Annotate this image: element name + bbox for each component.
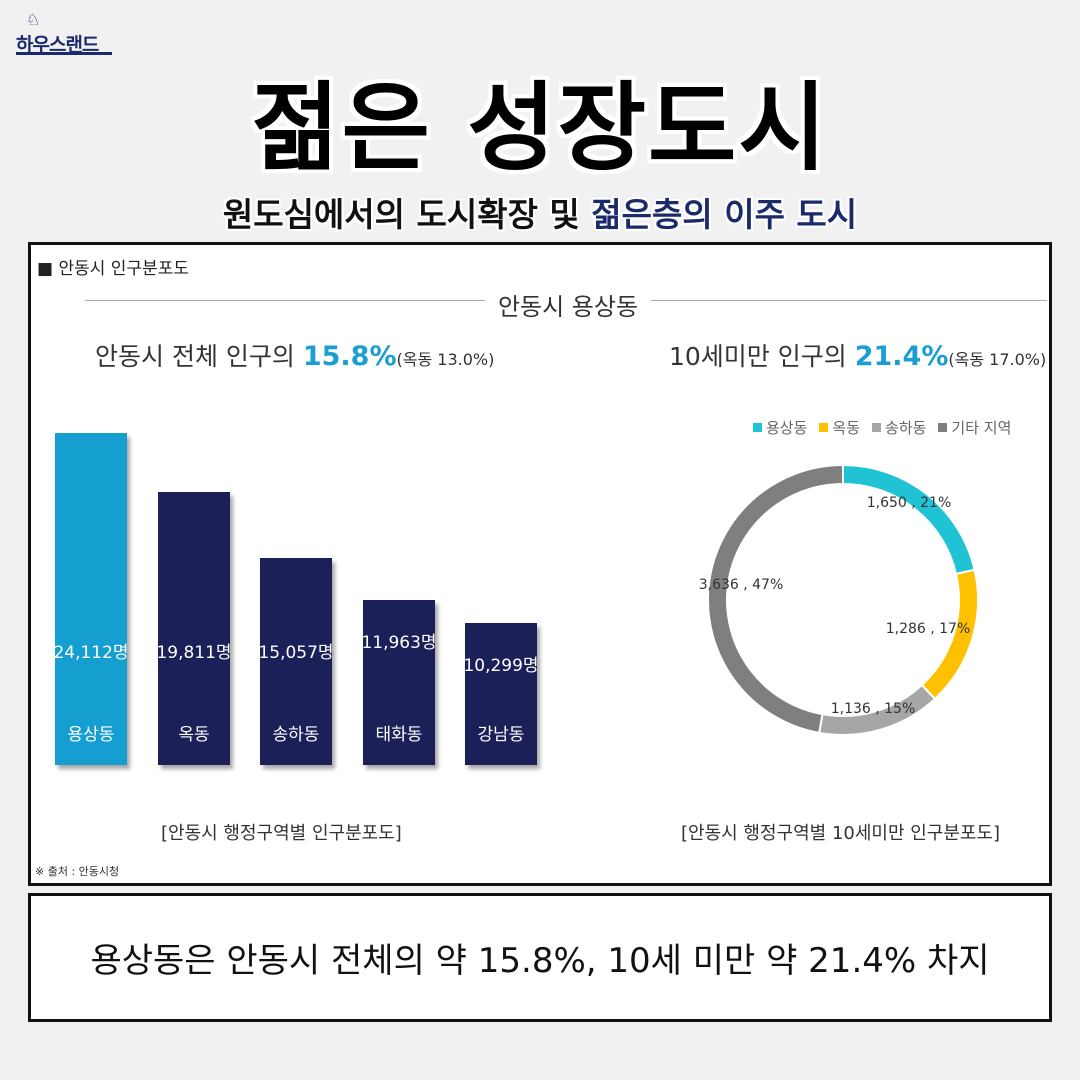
legend-item: 용상동 bbox=[753, 417, 807, 438]
donut-data-label: 3,636 , 47% bbox=[699, 577, 784, 593]
right-stat: 10세미만 인구의 21.4%(옥동 17.0%) bbox=[669, 337, 1046, 373]
right-stat-value: 21.4% bbox=[854, 341, 949, 372]
bar-chart-caption: [안동시 행정구역별 인구분포도] bbox=[161, 823, 402, 844]
logo-underline bbox=[16, 52, 112, 55]
bar-value-label: 24,112명 bbox=[53, 643, 129, 663]
donut-data-label: 1,650 , 21% bbox=[867, 495, 952, 511]
section-title: 안동시 용상동 bbox=[497, 293, 639, 321]
donut-legend: 용상동 옥동 송하동 기타 지역 bbox=[753, 417, 1011, 438]
page-title: 젊은 성장도시 bbox=[251, 72, 829, 184]
subtitle-prefix: 원도심에서의 도시확장 및 bbox=[222, 195, 592, 234]
legend-item: 옥동 bbox=[819, 417, 860, 438]
donut-chart: 1,650 , 21% 1,286 , 17% 1,136 , 15% 3,636 ,… bbox=[699, 463, 979, 736]
page-subtitle: 원도심에서의 도시확장 및 젊은층의 이주 도시 bbox=[0, 188, 1080, 236]
bar-value-label: 19,811명 bbox=[156, 643, 232, 663]
bar-value-label: 10,299명 bbox=[463, 656, 539, 676]
bar-value-label: 15,057명 bbox=[258, 643, 334, 663]
brand-logo: ♘ 하우스랜드 bbox=[16, 10, 116, 56]
left-stat: 안동시 전체 인구의 15.8%(옥동 13.0%) bbox=[95, 337, 494, 373]
bar-category-label: 태화동 bbox=[375, 725, 423, 745]
left-stat-prefix: 안동시 전체 인구의 bbox=[95, 342, 303, 371]
bar-value-label: 11,963명 bbox=[361, 633, 437, 653]
donut-chart-caption: [안동시 행정구역별 10세미만 인구분포도] bbox=[681, 823, 1001, 844]
donut-data-label: 1,136 , 15% bbox=[831, 701, 916, 717]
donut-slice-용상동 bbox=[842, 463, 976, 576]
donut-slice-기타 지역 bbox=[707, 463, 844, 735]
horse-logo-icon: ♘ bbox=[26, 10, 41, 29]
panel-label: ■ 안동시 인구분포도 bbox=[37, 259, 189, 279]
legend-swatch bbox=[938, 423, 948, 432]
legend-label: 송하동 bbox=[885, 419, 927, 437]
legend-label: 옥동 bbox=[832, 419, 861, 437]
brand-name: 하우스랜드 bbox=[16, 34, 99, 56]
legend-swatch bbox=[753, 423, 762, 432]
legend-swatch bbox=[819, 423, 829, 432]
subtitle-highlight: 젊은층의 이주 도시 bbox=[591, 195, 858, 234]
summary-text: 용상동은 안동시 전체의 약 15.8%, 10세 미만 약 21.4% 차지 bbox=[90, 941, 990, 981]
legend-swatch bbox=[872, 423, 882, 432]
bar-category-label: 옥동 bbox=[178, 725, 210, 745]
source-note: ※ 출처 : 안동시청 bbox=[35, 865, 120, 878]
right-stat-prefix: 10세미만 인구의 bbox=[669, 342, 855, 371]
bar-category-label: 강남동 bbox=[477, 725, 525, 745]
section-divider-left bbox=[85, 300, 485, 301]
right-stat-suffix: (옥동 17.0%) bbox=[948, 350, 1047, 369]
legend-label: 기타 지역 bbox=[951, 419, 1012, 437]
legend-label: 용상동 bbox=[766, 419, 808, 437]
left-stat-value: 15.8% bbox=[302, 341, 397, 372]
summary-box: 용상동은 안동시 전체의 약 15.8%, 10세 미만 약 21.4% 차지 bbox=[28, 893, 1052, 1022]
bar-category-label: 송하동 bbox=[272, 725, 320, 745]
section-divider-right bbox=[651, 300, 1047, 301]
bar-category-label: 용상동 bbox=[67, 725, 115, 745]
legend-item: 기타 지역 bbox=[938, 417, 1011, 438]
legend-item: 송하동 bbox=[872, 417, 926, 438]
chart-panel: ■ 안동시 인구분포도 안동시 용상동 안동시 전체 인구의 15.8%(옥동 … bbox=[28, 242, 1052, 886]
left-stat-suffix: (옥동 13.0%) bbox=[396, 350, 495, 369]
donut-data-label: 1,286 , 17% bbox=[886, 621, 971, 637]
